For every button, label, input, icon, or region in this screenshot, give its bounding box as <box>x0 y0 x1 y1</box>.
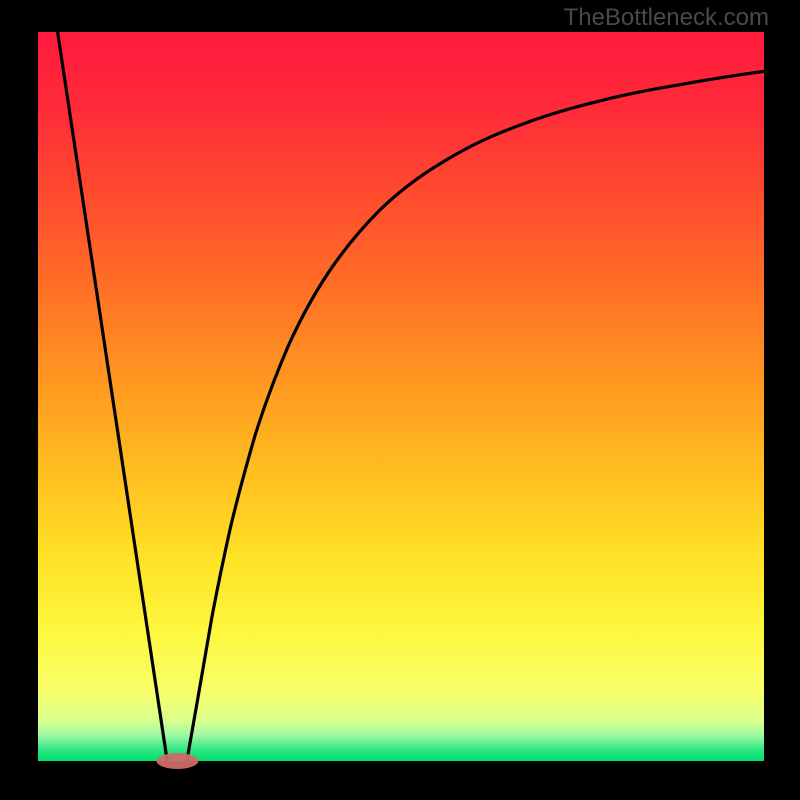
minimum-marker <box>156 753 198 769</box>
plot-background <box>38 32 764 761</box>
bottleneck-chart <box>0 0 800 800</box>
chart-container: TheBottleneck.com <box>0 0 800 800</box>
watermark-text: TheBottleneck.com <box>564 4 769 32</box>
